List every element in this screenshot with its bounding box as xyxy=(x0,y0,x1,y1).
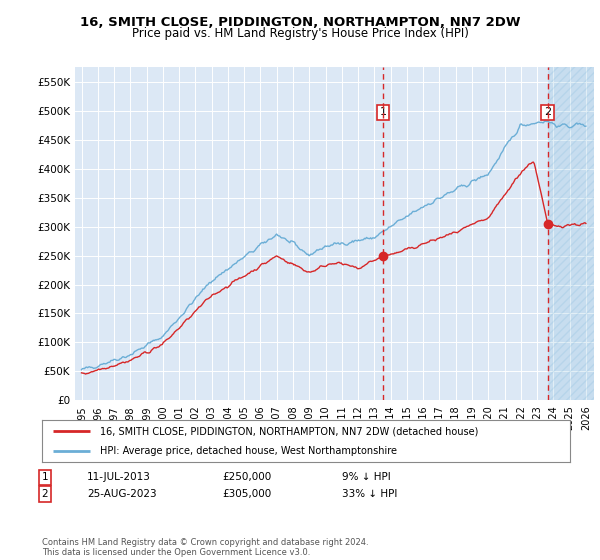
Text: 9% ↓ HPI: 9% ↓ HPI xyxy=(342,472,391,482)
Text: 11-JUL-2013: 11-JUL-2013 xyxy=(87,472,151,482)
Text: HPI: Average price, detached house, West Northamptonshire: HPI: Average price, detached house, West… xyxy=(100,446,397,456)
Bar xyxy=(548,67,594,400)
Text: 16, SMITH CLOSE, PIDDINGTON, NORTHAMPTON, NN7 2DW: 16, SMITH CLOSE, PIDDINGTON, NORTHAMPTON… xyxy=(80,16,520,29)
Text: Contains HM Land Registry data © Crown copyright and database right 2024.
This d: Contains HM Land Registry data © Crown c… xyxy=(42,538,368,557)
Text: 16, SMITH CLOSE, PIDDINGTON, NORTHAMPTON, NN7 2DW (detached house): 16, SMITH CLOSE, PIDDINGTON, NORTHAMPTON… xyxy=(100,426,478,436)
Text: 1: 1 xyxy=(41,472,49,482)
Text: 2: 2 xyxy=(41,489,49,499)
Text: £305,000: £305,000 xyxy=(222,489,271,499)
Text: 2: 2 xyxy=(544,108,551,118)
Text: Price paid vs. HM Land Registry's House Price Index (HPI): Price paid vs. HM Land Registry's House … xyxy=(131,27,469,40)
Text: 1: 1 xyxy=(379,108,386,118)
Text: 25-AUG-2023: 25-AUG-2023 xyxy=(87,489,157,499)
Text: £250,000: £250,000 xyxy=(222,472,271,482)
Text: 33% ↓ HPI: 33% ↓ HPI xyxy=(342,489,397,499)
